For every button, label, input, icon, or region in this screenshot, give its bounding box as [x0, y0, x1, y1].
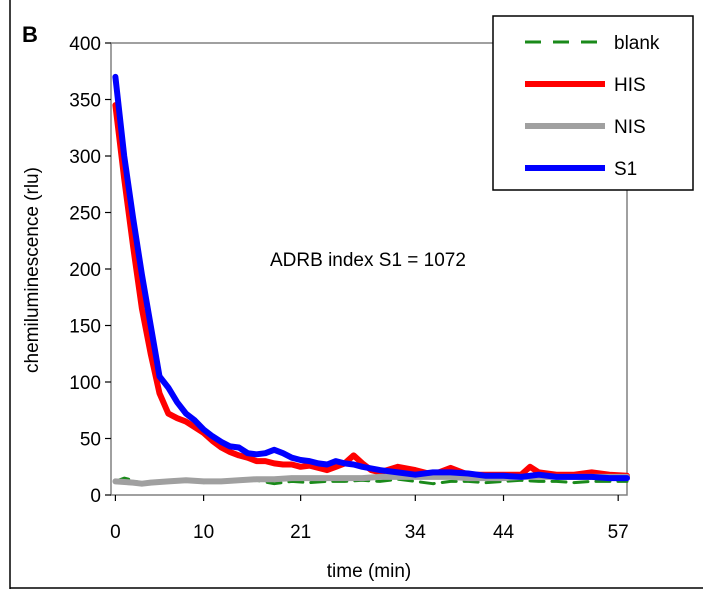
y-tick-label: 100 — [69, 373, 101, 394]
y-tick-label: 0 — [90, 486, 101, 507]
legend: blank HIS NIS S1 — [492, 15, 694, 191]
y-tick-label: 350 — [69, 91, 101, 112]
x-tick-label: 0 — [110, 522, 121, 543]
x-axis-label: time (min) — [327, 561, 411, 582]
y-axis-label: chemiluminescence (rlu) — [22, 167, 43, 373]
x-tick-label: 57 — [608, 522, 629, 543]
legend-label-blank: blank — [614, 33, 660, 54]
legend-label-nis: NIS — [614, 117, 646, 138]
y-tick-label: 200 — [69, 260, 101, 281]
y-tick-label: 150 — [69, 317, 101, 338]
legend-label-his: HIS — [614, 75, 646, 96]
x-tick-label: 44 — [493, 522, 515, 543]
x-tick-label: 34 — [405, 522, 427, 543]
panel-label: B — [22, 22, 38, 47]
x-tick-label: 21 — [290, 522, 311, 543]
y-axis-ticks: 0 50 100 150 200 250 300 350 400 — [69, 34, 111, 507]
series-layer — [112, 73, 630, 487]
x-axis-ticks: 0 10 21 34 44 57 — [110, 495, 629, 543]
y-tick-label: 300 — [69, 147, 101, 168]
y-tick-label: 250 — [69, 204, 101, 225]
chart-annotation: ADRB index S1 = 1072 — [270, 250, 466, 271]
series-line-s1 — [112, 73, 630, 482]
y-tick-label: 50 — [80, 430, 101, 451]
legend-label-s1: S1 — [614, 159, 637, 180]
y-tick-label: 400 — [69, 34, 101, 55]
x-tick-label: 10 — [193, 522, 214, 543]
legend-box — [492, 15, 694, 191]
